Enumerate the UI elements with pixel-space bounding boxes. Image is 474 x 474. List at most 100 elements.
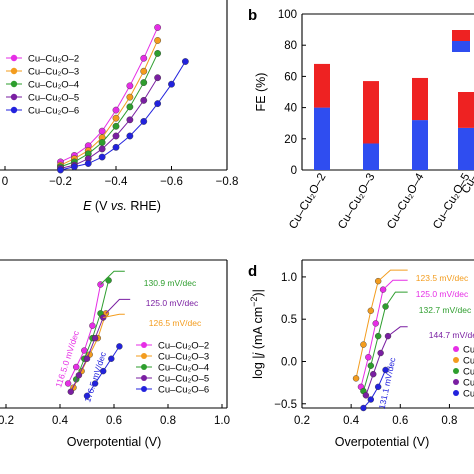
panel-a-series-line-6 (60, 61, 186, 171)
panel-d-series-line-4 (362, 306, 387, 392)
panel-b-y-tick-label: 20 (284, 134, 297, 146)
panel-c-data-point (105, 277, 112, 284)
panel-d-ticks: 0.2 0.4 0.6 0.8 −0.5 0.0 0.5 1.0 (274, 272, 457, 427)
panel-d-legend-label: Cu (463, 356, 474, 367)
panel-b-category-label: Cu–Cu₂O–3 (336, 172, 377, 232)
panel-a-data-point (140, 96, 148, 104)
panel-c-x-ticks: 0.2 0.4 0.6 0.8 1.0 (0, 404, 230, 427)
panel-a-data-point (154, 50, 162, 57)
panel-d-label: d (248, 263, 257, 280)
panel-c-legend-marker (141, 353, 147, 359)
panel-d-data-point (352, 375, 360, 382)
panel-c-fit-line (100, 270, 125, 285)
panel-d-slope-labels: 123.5 mV/dec 125.0 mV/dec 132.7 mV/dec 144.… (377, 269, 474, 410)
panel-a-data-point (98, 145, 106, 153)
panel-a-data-point (126, 132, 134, 140)
panel-c-data-point (67, 388, 75, 395)
panel-b-y-tick-label: 100 (278, 9, 297, 21)
panel-d-legend-marker (453, 379, 459, 385)
panel-d-data-point (360, 404, 367, 412)
panel-a-x-tick-label: −0.2 (49, 176, 72, 188)
panel-d: d 0.2 0.4 0.6 0.8 −0.5 0.0 0.5 1.0 123.5 mV/dec… (248, 259, 474, 449)
panel-c-fit-line (105, 298, 131, 314)
ylabel-close: )| (251, 289, 265, 296)
panel-d-x-tick-label: 0.2 (294, 415, 310, 427)
panel-a-x-tick-label: 0 (2, 176, 8, 188)
panel-a-legend-marker (10, 106, 18, 114)
panel-c-slope-label: 126.5 mV/dec (149, 318, 202, 328)
panel-b-bar-blue (363, 143, 379, 170)
panel-d-x-tick-label: 0.4 (343, 415, 360, 427)
panel-b-bar-red (363, 81, 379, 144)
panel-d-x-tick-label: 0.8 (441, 415, 457, 427)
panel-a-data-point (112, 122, 120, 130)
panel-a-data-point (181, 58, 189, 65)
panel-b-y-axis-label: FE (%) (254, 73, 268, 112)
panel-a: 0 −0.2 −0.4 −0.6 −0.8 Cu–Cu₂O–2Cu–Cu₂O–3Cu–C… (0, 0, 238, 213)
panel-d-legend-marker (453, 368, 459, 374)
panel-c-legend-label: Cu–Cu₂O–6 (158, 385, 209, 396)
panel-c-series (64, 277, 123, 400)
panel-c-slope-label: 130.9 mV/dec (144, 278, 197, 288)
panel-d-data-point (367, 362, 374, 369)
panel-d-data-point (367, 307, 374, 314)
panel-a-data-point (126, 93, 134, 101)
ylabel-unit: (mA cm (251, 307, 265, 353)
panel-b-y-tick-label: 60 (284, 71, 297, 83)
panel-d-y-tick-label: 0.5 (281, 314, 297, 326)
panel-d-data-point (370, 370, 377, 378)
panel-a-data-point (126, 103, 134, 111)
ylabel-log: log | (251, 355, 265, 378)
panel-b-bar-blue (412, 120, 428, 170)
panel-d-fit-line (382, 279, 408, 290)
panel-d-fit-line (387, 326, 408, 337)
panel-c-data-point (64, 380, 72, 387)
panel-c-data-point (75, 372, 83, 379)
panel-a-data-point (98, 127, 106, 135)
panel-d-data-point (374, 383, 382, 391)
panel-b-y-tick-label: 80 (284, 40, 297, 52)
panel-b-bar-red (412, 77, 428, 121)
panel-b-y-ticks: 0 20 40 60 80 100 (278, 9, 306, 177)
panel-b: b 0 20 40 60 80 100 FE (%) Cu–Cu₂O–2 Cu–Cu₂O–3… (248, 7, 474, 231)
panel-b-category-labels: Cu–Cu₂O–2 Cu–Cu₂O–3 Cu–Cu₂O–4 Cu–Cu₂O–5Cu– (287, 171, 474, 231)
panel-c-legend-label: Cu–Cu₂O–3 (158, 352, 209, 363)
panel-d-legend-marker (453, 357, 459, 363)
panel-d-legend-marker (453, 390, 459, 396)
panel-a-data-point (126, 82, 134, 90)
panel-c-data-point (116, 343, 123, 350)
panel-d-data-point (362, 392, 370, 399)
panel-c-legend-marker (141, 364, 147, 370)
panel-c-data-point (91, 380, 99, 387)
panel-a-legend-label: Cu–Cu₂O–4 (28, 80, 79, 91)
panel-a-legend-label: Cu–Cu₂O–5 (28, 93, 79, 104)
panel-a-x-tick-label: −0.8 (216, 176, 239, 188)
panel-c-x-tick-label: 0.6 (106, 415, 122, 427)
panel-c-x-tick-label: 1.0 (214, 415, 230, 427)
panel-a-series (57, 24, 189, 174)
panel-b-category-label: Cu–Cu₂O–2 (287, 172, 328, 232)
panel-d-slope-label: 144.7 mV/dec (429, 330, 474, 340)
panel-d-slope-label: 132.7 mV/dec (419, 305, 472, 315)
panel-a-data-point (140, 67, 148, 75)
panel-c-data-point (91, 334, 99, 342)
ylabel-j: j (251, 351, 265, 357)
panel-a-x-axis-label: E (V vs. RHE) (83, 199, 161, 213)
panel-d-legend-label: Cu (463, 378, 474, 389)
panel-a-legend-marker (10, 80, 18, 88)
panel-d-slope-label: 123.5 mV/dec (416, 273, 469, 283)
panel-c-legend-marker (141, 375, 147, 381)
panel-d-data-point (365, 354, 372, 361)
panel-d-legend-label: Cu (463, 367, 474, 378)
panel-d-data-point (367, 396, 374, 403)
panel-c-x-tick-label: 0.8 (160, 415, 176, 427)
panel-a-data-point (154, 100, 162, 108)
panel-b-legend-swatch-blue (452, 41, 470, 52)
panel-d-slope-label: 125.0 mV/dec (416, 289, 469, 299)
panel-a-x-tick-label: −0.4 (105, 176, 128, 188)
panel-c-x-tick-label: 0.2 (0, 415, 14, 427)
panel-a-data-point (112, 106, 120, 114)
panel-b-bar-blue (458, 127, 474, 170)
